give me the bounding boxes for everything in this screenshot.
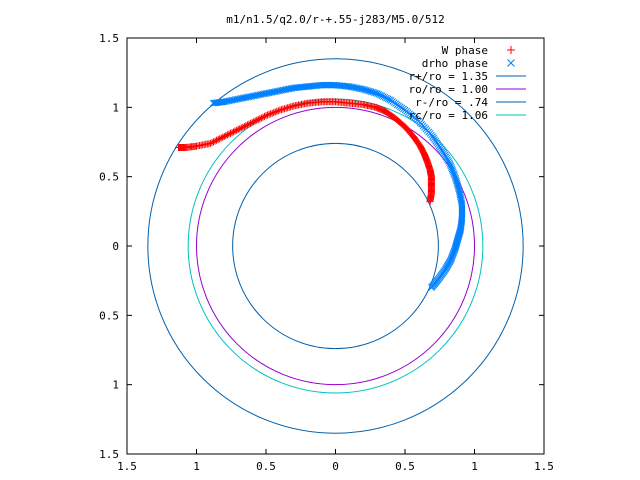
data-point [208,139,216,147]
point-series-1 [174,98,435,206]
data-point [211,99,218,107]
data-point [268,109,276,117]
data-point [270,109,278,117]
data-point [276,106,284,114]
circle-series-2 [196,106,475,386]
point-series-2 [209,81,466,291]
data-point [209,99,217,107]
data-point [260,112,268,120]
legend-label: drho phase [422,57,488,70]
x-tick-label: 1.5 [534,460,554,473]
y-tick-label: 1.5 [99,32,119,45]
plot-area [147,58,524,434]
y-tick-label: 1.5 [99,448,119,461]
data-point [237,124,245,132]
y-tick-label: 0.5 [99,171,119,184]
data-point [250,118,258,126]
data-point [226,129,234,137]
data-point [240,122,248,130]
data-point [247,119,255,127]
x-tick-label: 1.5 [117,460,137,473]
data-point [230,128,238,136]
axes: 1.5 1 0.5 0 0.5 1 1.51.510.500.511.5 [99,32,554,473]
data-point [256,115,264,123]
y-tick-label: 1 [112,379,119,392]
x-tick-label: 0 [332,460,339,473]
data-point [228,129,236,137]
data-point [214,136,222,144]
data-point [233,126,241,134]
data-point [262,112,270,120]
data-point [242,122,250,130]
legend-label: rc/ro = 1.06 [409,109,488,122]
data-point [211,137,219,145]
data-point [220,132,228,140]
legend-label: W phase [442,44,488,57]
data-point [254,116,262,124]
y-tick-label: 1 [112,101,119,114]
data-point [257,114,265,122]
data-point [223,131,231,139]
x-tick-label: 0.5 [256,460,276,473]
data-point [274,107,282,115]
data-point [222,132,230,140]
data-point [259,113,267,121]
data-point [245,120,253,128]
legend-symbol [507,46,515,54]
data-point [251,117,259,125]
y-tick-label: 0.5 [99,309,119,322]
chart-title: m1/n1.5/q2.0/r-+.55-j283/M5.0/512 [226,13,445,26]
data-point [231,127,239,135]
legend-label: r-/ro = .74 [415,96,488,109]
data-point [264,111,272,119]
data-point [174,144,182,152]
y-tick-label: 0 [112,240,119,253]
data-point [236,125,244,133]
x-tick-label: 1 [471,460,478,473]
data-point [267,110,275,118]
data-point [213,136,221,144]
data-point [239,123,247,131]
legend-label: ro/ro = 1.00 [409,83,488,96]
data-point [216,135,224,143]
data-point [273,107,281,115]
data-point [225,130,233,138]
legend-label: r+/ro = 1.35 [409,70,488,83]
data-point [209,138,217,146]
data-point [212,99,220,107]
data-point [271,108,279,116]
circle-series-3 [232,142,439,350]
legend-symbol [507,59,515,67]
data-point [243,121,251,129]
data-point [253,116,261,124]
data-point [217,134,225,142]
data-point [234,126,242,134]
data-point [219,133,227,141]
x-tick-label: 0.5 [395,460,415,473]
circle-series-1 [147,58,524,434]
data-point [248,119,256,127]
data-point [265,110,273,118]
x-tick-label: 1 [193,460,200,473]
